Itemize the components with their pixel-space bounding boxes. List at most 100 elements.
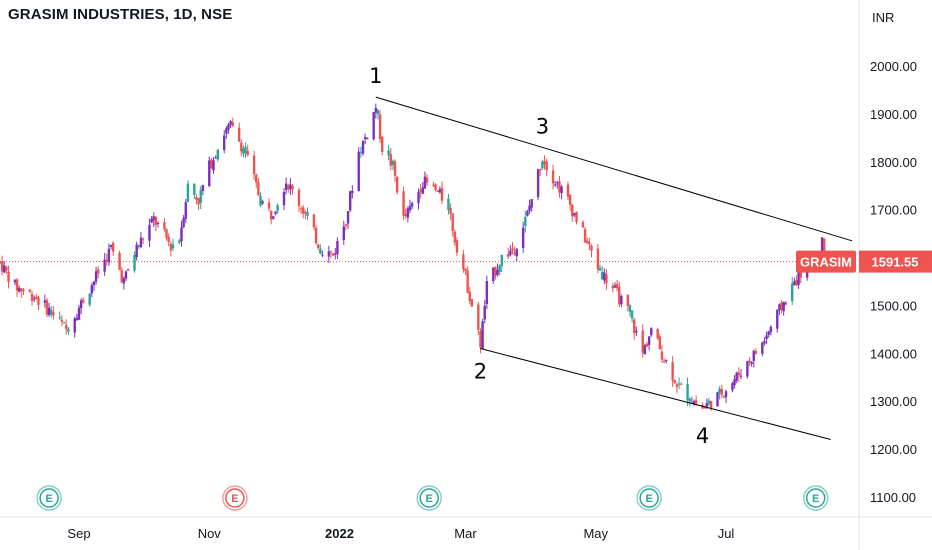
candle-body <box>656 329 659 339</box>
trendlines[interactable] <box>375 96 853 441</box>
candle-body <box>229 120 232 125</box>
candle-body <box>120 269 123 283</box>
candle-body <box>581 222 585 228</box>
candle-body <box>632 319 636 333</box>
candle-body <box>389 154 392 166</box>
candle-body <box>688 398 691 402</box>
earnings-marker-icon[interactable]: E <box>416 485 442 511</box>
candle-body <box>404 213 407 216</box>
price-tick-label: 1700.00 <box>870 203 917 218</box>
price-tick-label: 1500.00 <box>870 298 917 313</box>
earnings-marker-icon[interactable]: E <box>222 485 248 511</box>
candle-body <box>291 186 294 190</box>
candle-body <box>733 379 736 386</box>
candle-body <box>331 253 335 256</box>
candle-body <box>425 177 429 183</box>
candle-body <box>357 151 360 191</box>
candle-body <box>79 300 83 308</box>
candle-body <box>481 321 484 350</box>
trendline-lower[interactable] <box>480 348 831 441</box>
earnings-marker-icon[interactable]: E <box>802 485 829 511</box>
candle-body <box>673 380 676 383</box>
candle-body <box>650 328 653 336</box>
candle-body <box>498 265 501 272</box>
earnings-ring <box>222 485 248 511</box>
candle-body <box>182 218 185 228</box>
candle-body <box>718 388 721 394</box>
candle-body <box>630 310 634 319</box>
wave-label-2: 2 <box>474 360 487 384</box>
candle-body <box>193 183 196 195</box>
earnings-ring <box>802 485 829 511</box>
candle-body <box>464 268 467 271</box>
candle-body <box>58 317 61 319</box>
candle-body <box>346 211 350 224</box>
candle-body <box>536 169 540 198</box>
earnings-circle <box>225 488 245 508</box>
candle-body <box>521 227 525 248</box>
candle-body <box>417 191 420 204</box>
candle-body <box>466 270 469 293</box>
earnings-letter: E <box>812 493 819 505</box>
candle-body <box>705 403 708 407</box>
candle-body <box>242 148 245 154</box>
candle-body <box>647 336 651 345</box>
earnings-letter: E <box>231 493 238 505</box>
time-axis[interactable]: Sep Nov 2022 Mar May Jul <box>0 516 932 541</box>
earnings-ring <box>416 485 442 511</box>
candle-body <box>107 248 111 263</box>
candle-body <box>765 335 768 339</box>
candle-body <box>109 245 113 247</box>
candle-body <box>216 149 220 160</box>
candle-body <box>366 138 369 140</box>
candle-body <box>75 317 79 321</box>
candle-body <box>613 285 617 288</box>
wave-label-3: 3 <box>536 114 549 138</box>
candle-body <box>246 150 249 156</box>
candle-body <box>227 124 230 130</box>
candle-body <box>180 227 183 242</box>
candle-body <box>210 159 213 169</box>
candle-body <box>507 254 510 257</box>
candle-body <box>378 114 382 140</box>
candle-body <box>820 237 824 259</box>
symbol-tag <box>796 250 856 273</box>
price-axis[interactable]: INR 2000.001900.001800.001700.001600.001… <box>796 0 932 550</box>
candle-body <box>541 161 544 169</box>
candle-body <box>455 240 459 253</box>
candle-body <box>321 254 324 256</box>
price-tick-label: 2000.00 <box>870 59 917 74</box>
candle-body <box>90 285 94 294</box>
candle-body <box>195 196 198 200</box>
candle-body <box>408 205 412 211</box>
candle-body <box>410 203 414 207</box>
candle-body <box>754 351 758 354</box>
candle-body <box>511 248 514 251</box>
candle-body <box>402 191 405 216</box>
candle-body <box>259 195 262 206</box>
candle-body <box>761 342 764 354</box>
candle-body <box>199 190 202 203</box>
candle-body <box>381 136 384 152</box>
candle-body <box>30 293 34 301</box>
candle-body <box>163 222 166 230</box>
candle-body <box>223 135 226 151</box>
candle-body <box>97 269 100 274</box>
candle-body <box>22 289 25 291</box>
candle-body <box>797 270 800 285</box>
candle-body <box>137 245 140 247</box>
earnings-marker-icon[interactable]: E <box>636 485 662 511</box>
trendline-upper[interactable] <box>375 96 853 242</box>
earnings-letter: E <box>645 493 652 505</box>
earnings-marker-icon[interactable]: E <box>36 485 62 511</box>
candle-body <box>543 160 546 165</box>
candle-body <box>598 268 602 271</box>
candle-body <box>73 318 76 333</box>
candle-body <box>255 174 258 183</box>
earnings-letter: E <box>426 493 433 505</box>
wave-labels: 1 2 3 4 <box>369 64 709 448</box>
candle-body <box>267 202 271 209</box>
candle-body <box>671 362 674 381</box>
